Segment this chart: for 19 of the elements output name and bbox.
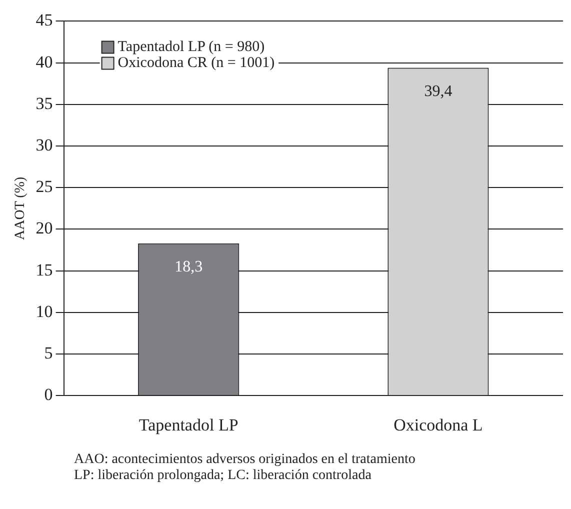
y-tick-label: 0 (44, 385, 53, 404)
x-tick-label: Oxicodona L (394, 415, 483, 434)
text: 18,3 (174, 258, 203, 276)
y-axis-title: AAOT (%) (13, 176, 28, 240)
y-tick-label: 45 (36, 10, 53, 30)
y-tick-label: 20 (36, 218, 53, 238)
text: LP: liberación prolongada; LC: liberación controlada (74, 468, 372, 484)
x-tick-label: Tapentadol LP (138, 415, 238, 434)
y-tick-label: 25 (36, 177, 53, 196)
y-tick-label: 30 (36, 135, 53, 154)
y-tick-label: 15 (36, 260, 53, 280)
y-tick-label: 35 (36, 94, 53, 113)
legend-label: Tapentadol LP (n = 980) (118, 39, 265, 56)
y-tick-label: 40 (36, 52, 53, 72)
y-tick-label: 5 (44, 343, 53, 362)
y-tick-label: 10 (36, 302, 53, 321)
text: 39,4 (424, 82, 452, 100)
legend-label: Oxicodona CR (n = 1001) (118, 55, 275, 72)
text: AAO: acontecimientos adversos originados en el tratamiento (74, 452, 416, 468)
